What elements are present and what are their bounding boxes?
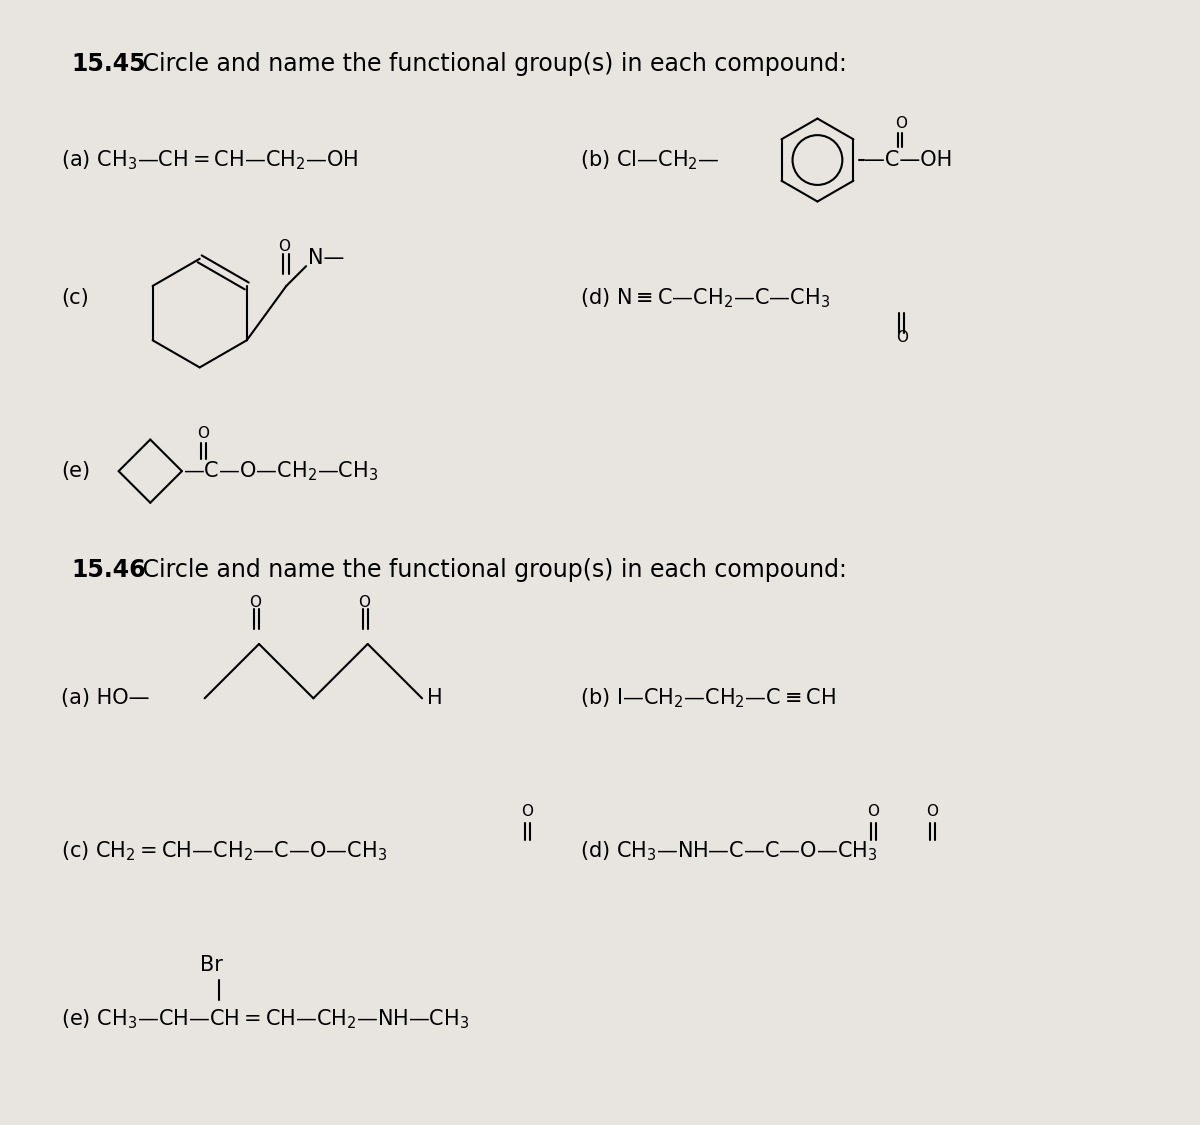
Text: —C—O—CH$_2$—CH$_3$: —C—O—CH$_2$—CH$_3$ [182,459,378,483]
Text: (c) CH$_2$$=$CH—CH$_2$—C—O—CH$_3$: (c) CH$_2$$=$CH—CH$_2$—C—O—CH$_3$ [61,839,388,863]
Text: N—: N— [308,249,344,268]
Text: O: O [521,804,533,819]
Text: Circle and name the functional group(s) in each compound:: Circle and name the functional group(s) … [136,558,847,582]
Text: (e) CH$_3$—CH—CH$=$CH—CH$_2$—NH—CH$_3$: (e) CH$_3$—CH—CH$=$CH—CH$_2$—NH—CH$_3$ [61,1008,469,1032]
Text: (a) CH$_3$—CH$=$CH—CH$_2$—OH: (a) CH$_3$—CH$=$CH—CH$_2$—OH [61,148,359,172]
Text: H: H [427,688,443,709]
Text: O: O [926,804,938,819]
Text: O: O [866,804,878,819]
Text: Circle and name the functional group(s) in each compound:: Circle and name the functional group(s) … [136,52,847,76]
Text: O: O [896,331,908,345]
Text: (c): (c) [61,288,89,308]
Text: (b) I—CH$_2$—CH$_2$—C$\equiv$CH: (b) I—CH$_2$—CH$_2$—C$\equiv$CH [581,686,836,710]
Text: (d) N$\equiv$C—CH$_2$—C—CH$_3$: (d) N$\equiv$C—CH$_2$—C—CH$_3$ [581,287,830,310]
Text: (a) HO—: (a) HO— [61,688,150,709]
Text: —C—OH: —C—OH [864,150,952,170]
Text: (d) CH$_3$—NH—C—C—O—CH$_3$: (d) CH$_3$—NH—C—C—O—CH$_3$ [581,839,878,863]
Text: O: O [895,116,907,130]
Text: Br: Br [199,955,222,975]
Text: O: O [250,595,262,610]
Text: O: O [197,426,209,441]
Text: (e): (e) [61,461,90,482]
Text: (b) Cl—CH$_2$—: (b) Cl—CH$_2$— [581,148,720,172]
Text: 15.45: 15.45 [71,52,146,76]
Text: O: O [358,595,370,610]
Text: O: O [278,238,290,254]
Text: 15.46: 15.46 [71,558,146,582]
